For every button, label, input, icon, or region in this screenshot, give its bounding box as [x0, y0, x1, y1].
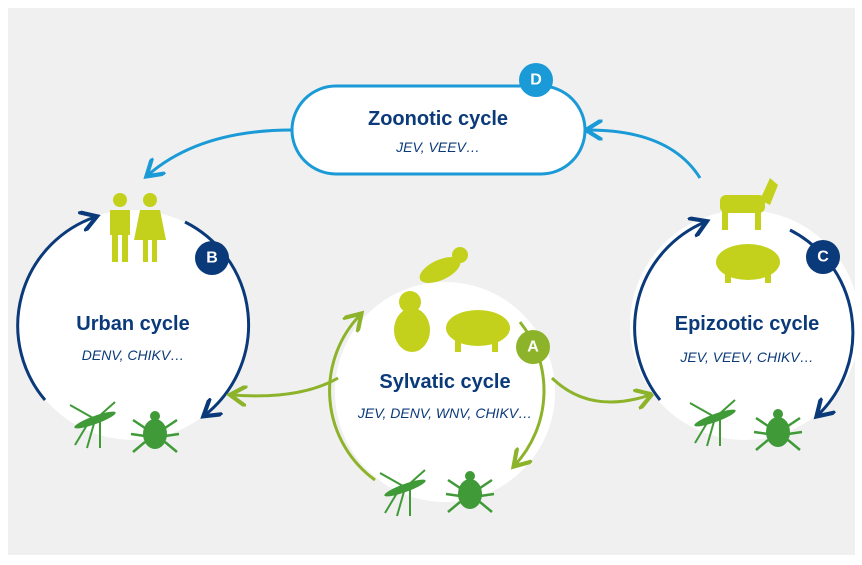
people-icon	[110, 193, 166, 262]
zoonotic-title: Zoonotic cycle	[368, 108, 508, 130]
link-arrow	[232, 376, 339, 396]
badge-label: A	[527, 339, 539, 356]
badge	[516, 330, 550, 364]
epizootic-circle	[630, 210, 860, 440]
urban-circle	[18, 210, 248, 440]
urban-title: Urban cycle	[76, 313, 189, 335]
sylvatic-arrow	[328, 315, 376, 482]
badge	[806, 240, 840, 274]
badge-label: C	[817, 249, 829, 266]
animal-icons	[716, 178, 780, 283]
animal-icons	[394, 247, 510, 352]
urban-arrow	[16, 217, 95, 401]
sylvatic-viruses: JEV, DENV, WNV, CHIKV…	[357, 405, 532, 421]
zoonotic-arrow	[148, 128, 293, 175]
zoonotic-arrow	[588, 130, 702, 179]
badge-label: B	[206, 250, 218, 267]
link-arrow	[550, 376, 650, 402]
badge-label: D	[530, 72, 542, 89]
zoonotic-box	[290, 84, 587, 176]
epizootic-viruses: JEV, VEEV, CHIKV…	[679, 349, 813, 365]
sylvatic-title: Sylvatic cycle	[379, 371, 510, 393]
zoonotic-viruses: JEV, VEEV…	[395, 139, 480, 155]
badge	[519, 63, 553, 97]
urban-viruses: DENV, CHIKV…	[82, 347, 184, 363]
epizootic-title: Epizootic cycle	[675, 313, 820, 335]
epizootic-arrow	[633, 222, 705, 401]
badge	[195, 241, 229, 275]
